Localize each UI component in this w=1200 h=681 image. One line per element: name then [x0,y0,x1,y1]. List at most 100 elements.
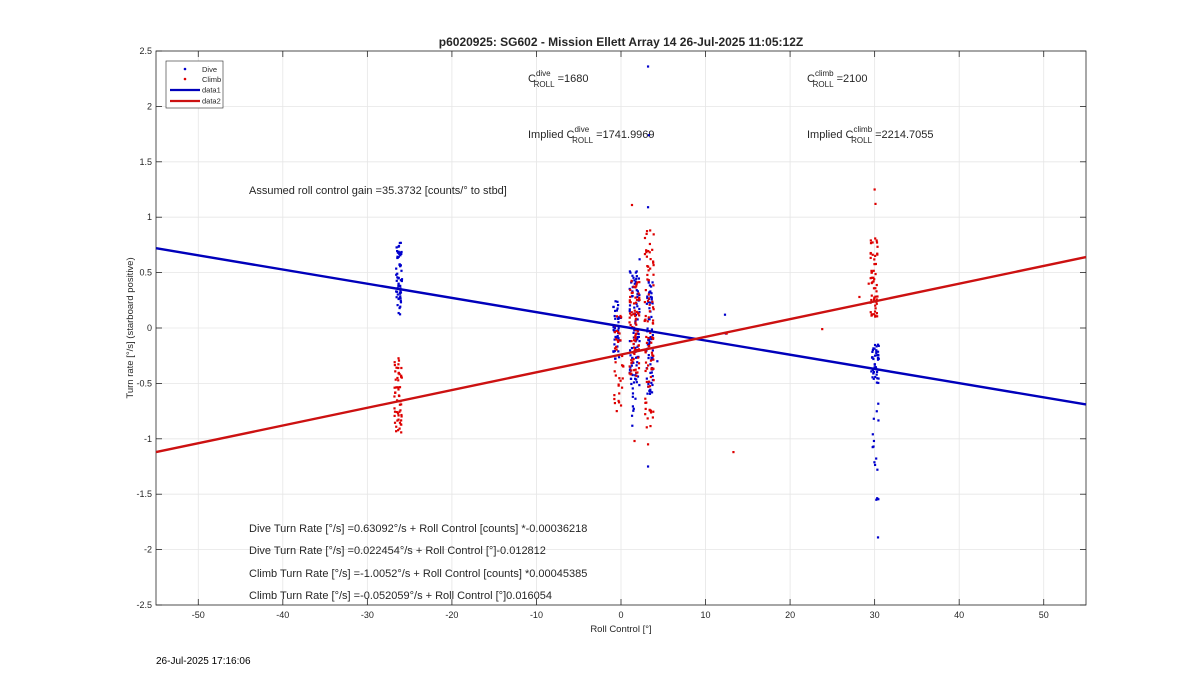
climb-point [875,298,878,301]
y-tick-label: 2 [147,101,152,111]
climb-point [632,285,635,288]
dive-point [651,281,654,284]
dive-point [635,277,638,280]
climb-point [630,359,633,362]
climb-point [636,281,639,284]
climb-point [396,412,400,415]
climb-point [620,316,623,319]
climb-point [395,425,398,428]
dive-point [631,405,635,408]
climb-point [644,401,647,404]
dive-point [629,377,633,380]
climb-point [651,319,655,322]
climb-point [635,283,638,286]
dive-point [615,309,619,312]
dive-point [612,350,615,353]
climb-point [399,409,402,412]
dive-point [875,370,879,374]
dive-point [647,281,650,284]
dive-point [649,285,653,288]
climb-point [648,303,651,306]
climb-point [393,363,396,367]
climb-point [637,344,640,347]
climb-point [644,288,647,292]
climb-point [650,351,654,354]
climb-point [652,233,655,236]
climb-point [651,306,655,309]
dive-point [634,397,637,400]
dive-point [616,335,619,338]
dive-point [870,370,873,373]
legend-dive-marker [183,67,187,71]
dive-point [616,307,619,310]
dive-point [637,332,640,336]
climb-point [634,286,637,289]
climb-point [644,397,647,400]
dive-point [396,255,399,258]
climb-point [628,312,632,315]
dive-point [628,340,631,343]
climb-point [651,416,654,419]
climb-point [629,323,632,327]
climb-point [649,331,652,334]
dive-point [877,357,880,360]
dive-point [651,375,654,378]
dive-point [628,270,631,273]
x-axis-ticks: -50 -40 -30 -20 -10 0 10 20 30 40 50 [192,51,1049,620]
climb-point [633,309,636,312]
climb-point [874,254,877,257]
dive-point [873,343,877,347]
dive-point [646,65,650,68]
climb-point [619,404,623,407]
dive-point [875,498,878,501]
dive-point [632,381,636,384]
dive-point [872,445,875,448]
climb-point [875,302,878,305]
climb-point [635,374,638,377]
climb-point [614,361,617,364]
dive-point [871,348,875,352]
climb-point [870,314,873,317]
dive-point [628,304,632,307]
x-axis-label: Roll Control [°] [590,624,651,635]
climb-point [870,276,873,279]
dive-point [650,391,654,394]
dive-point [636,332,639,335]
dive-point [612,305,615,309]
dive-point [637,335,640,339]
climb-point [613,347,617,350]
y-axis-ticks: -2.5 -2 -1.5 -1 -0.5 0 0.5 1 1.5 2 2.5 [136,46,1086,610]
y-tick-label: -0.5 [136,378,152,388]
dive-point [395,290,398,293]
dive-point [633,282,636,285]
dive-point [875,457,878,460]
climb-point [633,336,636,339]
dive-point [877,498,880,501]
dive-point [875,381,879,384]
dive-point [873,354,877,357]
dive-point [646,296,649,300]
climb-point [400,413,403,417]
dive-point [646,327,649,330]
dive-point [647,382,650,385]
dive-point [872,372,875,375]
climb-point [395,410,398,414]
climb-point [621,354,624,358]
climb-point [637,362,641,365]
climb-point [875,239,878,242]
climb-point [648,385,652,388]
climb-point [874,295,877,298]
dive-point [613,343,616,346]
dive-point [877,381,880,385]
dive-point [635,275,638,278]
dive-point [628,349,632,352]
dive-point [635,302,638,305]
climb-point [634,339,637,342]
climb-point [646,299,650,303]
dive-point [616,345,619,348]
climb-point [872,276,875,279]
dive-point [648,291,651,294]
dive-point [616,304,620,307]
climb-point [876,295,879,298]
dive-point [399,301,403,304]
